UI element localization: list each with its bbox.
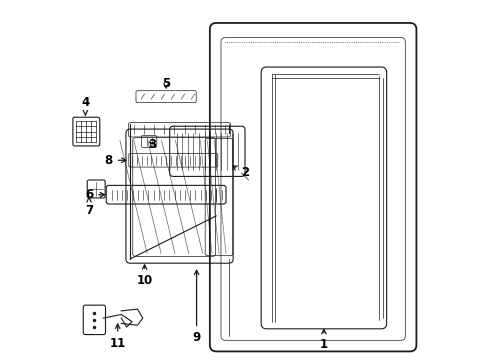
Text: 10: 10 (136, 265, 153, 287)
Text: 8: 8 (104, 154, 126, 167)
Text: 2: 2 (233, 166, 249, 179)
Text: 11: 11 (110, 324, 126, 350)
Text: 5: 5 (162, 77, 170, 90)
Text: 1: 1 (320, 329, 328, 351)
Text: 9: 9 (193, 270, 201, 344)
Text: 4: 4 (81, 96, 90, 115)
Text: 3: 3 (147, 138, 156, 150)
Text: 6: 6 (85, 188, 104, 201)
Text: 7: 7 (85, 198, 93, 217)
